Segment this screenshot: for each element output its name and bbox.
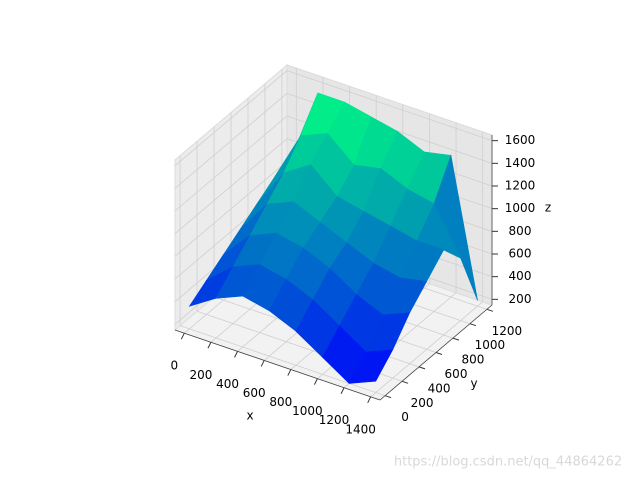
surface — [188, 92, 478, 384]
z-tick-label: 1200 — [505, 179, 536, 193]
y-tick-label: 0 — [401, 410, 409, 424]
y-tick-label: 400 — [428, 381, 451, 395]
grid-line — [174, 93, 288, 189]
y-tick-label: 200 — [411, 396, 434, 410]
y-tick-label: 1200 — [492, 324, 523, 338]
y-tick — [469, 323, 477, 327]
x-axis-label: x — [246, 409, 253, 423]
x-tick — [287, 369, 292, 376]
z-tick-label: 1000 — [505, 201, 536, 215]
surface-face — [348, 349, 394, 384]
x-tick-label: 800 — [269, 395, 292, 409]
x-tick — [313, 378, 318, 385]
grid-line — [174, 138, 288, 234]
grid-line — [174, 115, 288, 212]
x-tick-label: 1000 — [292, 404, 323, 418]
y-tick — [401, 380, 409, 384]
x-tick — [234, 351, 239, 358]
axis-line — [174, 329, 381, 401]
y-tick-label: 1000 — [475, 338, 506, 352]
x-tick-label: 200 — [189, 368, 212, 382]
grid-line — [286, 70, 493, 142]
y-tick — [418, 366, 426, 370]
y-tick — [486, 308, 494, 312]
grid-line — [174, 161, 288, 257]
x-tick-label: 0 — [170, 359, 178, 373]
y-tick-label: 800 — [462, 353, 485, 367]
x-tick-label: 400 — [216, 377, 239, 391]
y-tick — [452, 337, 460, 341]
axes: 0200400600800100012001400020040060080010… — [170, 133, 535, 436]
x-tick-label: 600 — [243, 386, 266, 400]
z-tick-label: 1600 — [505, 133, 536, 147]
y-tick — [435, 352, 443, 355]
x-tick-label: 1400 — [345, 422, 376, 436]
grid-line — [179, 325, 386, 397]
z-tick-label: 600 — [509, 247, 532, 261]
x-tick — [260, 360, 265, 367]
x-tick — [340, 387, 345, 394]
x-tick — [207, 342, 212, 349]
x-tick — [367, 396, 372, 404]
x-tick-label: 1200 — [319, 413, 350, 427]
x-tick — [180, 332, 185, 340]
z-tick-label: 1400 — [505, 156, 536, 170]
z-tick-label: 400 — [509, 269, 532, 283]
watermark: https://blog.csdn.net/qq_44864262 — [394, 455, 622, 470]
y-tick — [384, 395, 392, 399]
z-tick-label: 200 — [509, 292, 532, 306]
y-axis-label: y — [470, 377, 477, 391]
grid-line — [174, 70, 288, 166]
z-tick-label: 800 — [509, 224, 532, 238]
y-tick-label: 600 — [445, 367, 468, 381]
z-axis-label: z — [545, 201, 551, 215]
axis-line — [379, 304, 493, 401]
